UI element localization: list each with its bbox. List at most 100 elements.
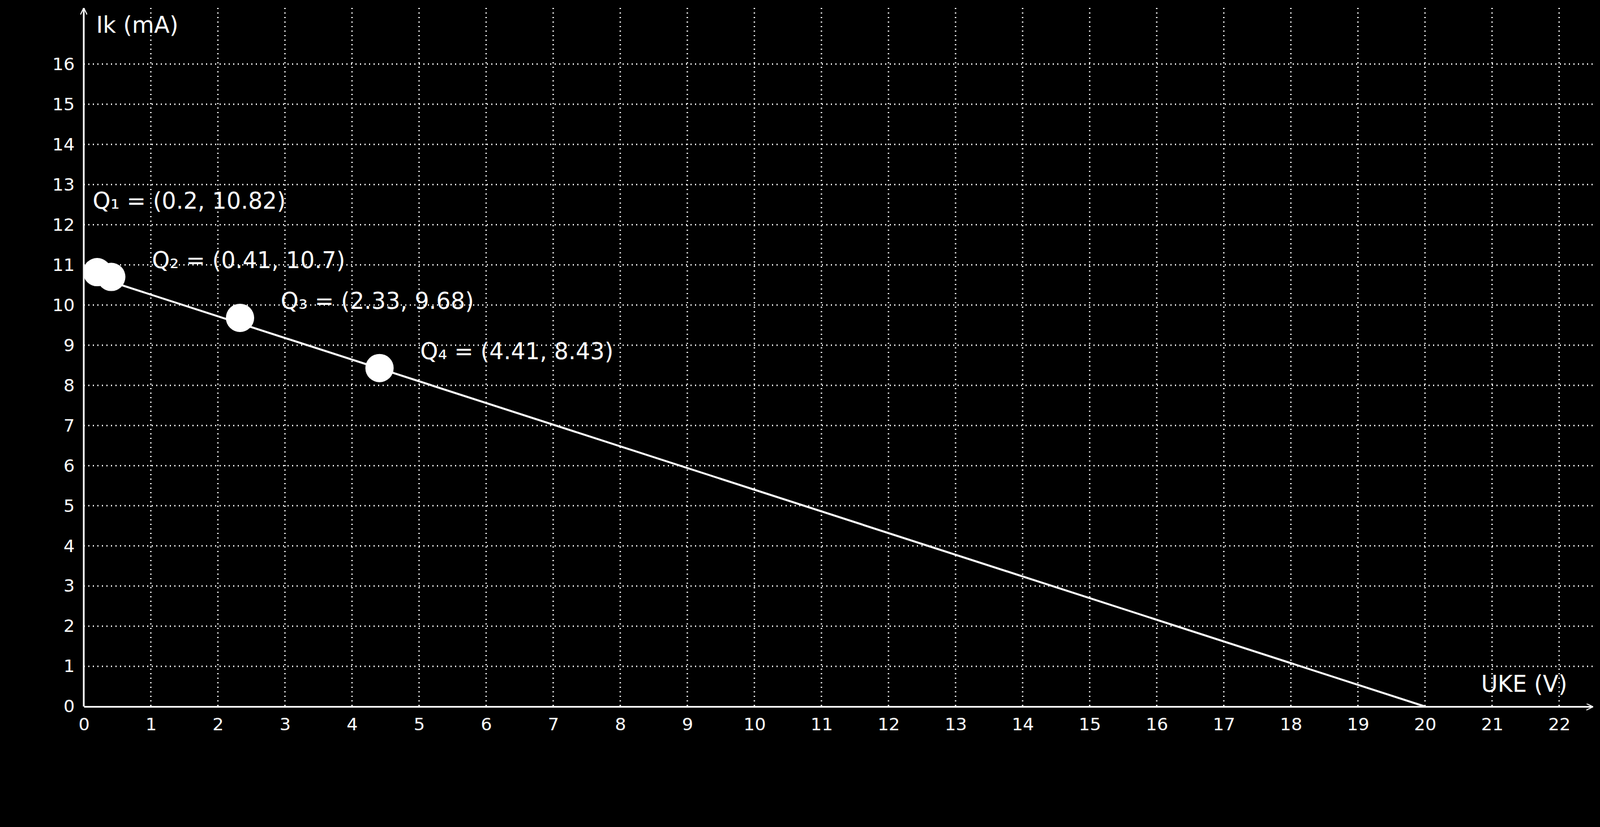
grid-line-x [1022, 7, 1024, 707]
tick: 16 [52, 53, 84, 75]
tick: 2 [63, 615, 84, 637]
grid-line-x [1223, 7, 1225, 707]
point [97, 263, 126, 292]
tick-label: 9 [681, 714, 694, 735]
tick-label: 10 [743, 714, 766, 735]
tick: 19 [1347, 706, 1370, 735]
tick: 14 [52, 134, 84, 155]
grid-line-x [1088, 7, 1091, 707]
tick: 3 [279, 706, 291, 735]
tick: 10 [743, 706, 766, 735]
tick-label: 7 [63, 415, 75, 436]
grid-line-x [1558, 7, 1561, 707]
tick-label: 1 [63, 655, 75, 677]
tick: 9 [63, 335, 84, 356]
grid-line-y [83, 585, 1593, 588]
tick-label: 13 [52, 174, 75, 195]
grid-line-x [888, 7, 890, 707]
tick: 13 [52, 174, 84, 195]
tick-label: 22 [1548, 714, 1571, 735]
tick: 11 [810, 706, 833, 735]
tick-label: 3 [279, 714, 291, 735]
point [365, 354, 394, 383]
grid-line-y [83, 224, 1593, 226]
tick-label: 8 [615, 714, 627, 735]
grid-line-y [83, 103, 1593, 106]
tick: 9 [681, 706, 694, 735]
grid-line-y [83, 63, 1593, 66]
tick: 7 [547, 706, 560, 735]
tick-label: 6 [63, 455, 75, 476]
marks [83, 258, 1426, 707]
labels: Q₁ = (0.2, 10.82) Q₂ = (0.41, 10.7) Q₃ = (… [92, 187, 614, 365]
tick: 6 [63, 455, 84, 476]
tick-label: 9 [63, 335, 75, 356]
grid-line-x [284, 7, 286, 707]
tick-label: 3 [63, 575, 75, 596]
grid-line-x [149, 7, 152, 707]
tick: 21 [1481, 706, 1504, 735]
x-axis: 012345678910111213141516171819202122 [78, 706, 1594, 735]
tick: 1 [145, 706, 157, 735]
tick-label: 12 [52, 214, 75, 235]
grid-line-y [83, 143, 1593, 146]
tick: 17 [1212, 706, 1235, 735]
grid-line-x [351, 7, 354, 707]
grid-line-y [83, 666, 1593, 668]
grid-line-y [83, 183, 1593, 186]
grid-line-x [1424, 7, 1427, 707]
point-label: Q₃ = (2.33, 9.68) [280, 288, 474, 315]
tick-label: 0 [78, 714, 90, 735]
x-axis-title: UKE (V) [1481, 671, 1568, 698]
point [225, 303, 255, 333]
tick: 15 [52, 93, 84, 115]
grid-line-y [83, 505, 1593, 508]
tick: 10 [52, 294, 84, 316]
grid-line-x [1357, 7, 1359, 707]
tick-label: 0 [63, 696, 75, 717]
tick-label: 14 [1011, 714, 1035, 735]
tick: 0 [63, 696, 84, 717]
tick: 11 [52, 254, 84, 276]
tick: 4 [63, 535, 84, 557]
grid-line-x [1290, 7, 1293, 707]
tick-label: 19 [1347, 714, 1370, 735]
load-line [83, 272, 1426, 707]
tick-label: 12 [877, 714, 900, 735]
chart: 0123456789101112131415161718192021220123… [0, 0, 1600, 827]
tick: 5 [63, 495, 84, 517]
plot: 0123456789101112131415161718192021220123… [52, 7, 1594, 735]
tick-label: 18 [1280, 714, 1303, 735]
tick-label: 14 [52, 134, 75, 155]
grid-line-x [1156, 7, 1158, 707]
tick: 0 [78, 706, 90, 735]
tick-label: 11 [52, 254, 75, 276]
tick: 15 [1078, 706, 1101, 735]
tick-label: 17 [1212, 714, 1235, 735]
tick: 8 [63, 375, 84, 396]
point-label: Q₁ = (0.2, 10.82) [92, 187, 286, 214]
tick: 2 [212, 706, 225, 735]
tick: 1 [63, 655, 84, 677]
tick: 7 [63, 415, 84, 436]
tick-label: 15 [1078, 714, 1101, 735]
tick: 4 [346, 706, 359, 735]
tick: 5 [413, 706, 426, 735]
tick-label: 16 [52, 53, 75, 75]
tick-label: 4 [63, 535, 75, 557]
axis-line [84, 706, 1594, 709]
tick-label: 6 [481, 714, 493, 735]
tick: 8 [615, 706, 627, 735]
tick-label: 2 [63, 615, 75, 637]
tick-label: 21 [1481, 714, 1504, 735]
tick: 3 [63, 575, 84, 596]
point-label: Q₂ = (0.41, 10.7) [152, 247, 346, 274]
point-label: Q₄ = (4.41, 8.43) [420, 338, 614, 365]
tick-label: 2 [212, 714, 225, 735]
tick-label: 8 [63, 375, 75, 396]
tick: 14 [1011, 706, 1035, 735]
y-axis-title: Ik (mA) [96, 11, 179, 38]
tick: 12 [52, 214, 84, 235]
tick: 20 [1414, 706, 1437, 735]
tick-label: 5 [63, 495, 75, 517]
